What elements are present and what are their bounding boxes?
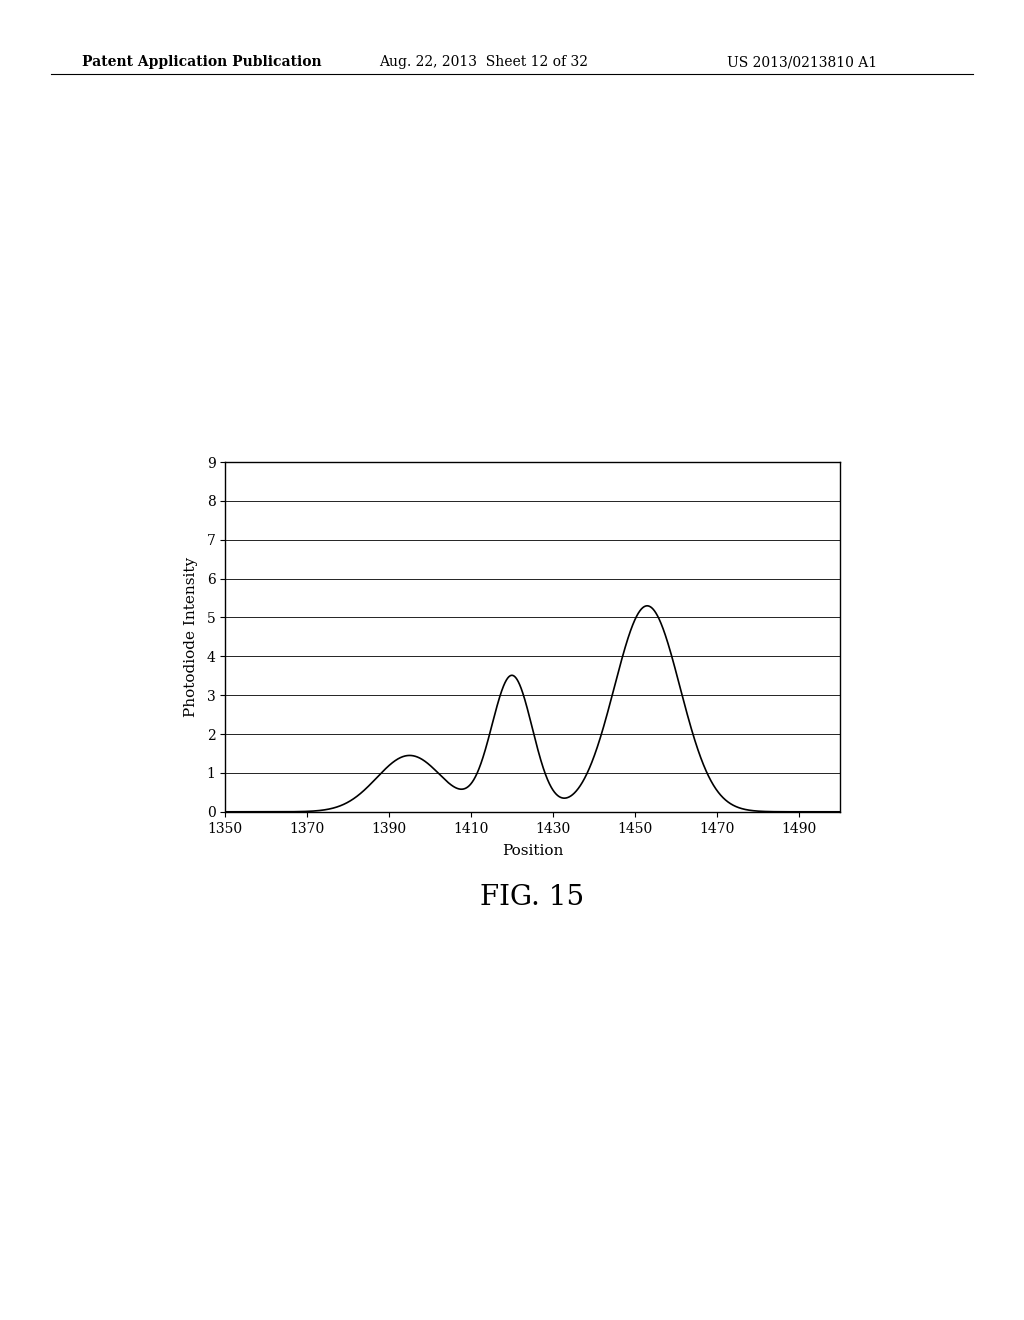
- Text: Patent Application Publication: Patent Application Publication: [82, 55, 322, 70]
- Text: FIG. 15: FIG. 15: [480, 884, 585, 911]
- Y-axis label: Photodiode Intensity: Photodiode Intensity: [184, 557, 199, 717]
- Text: Aug. 22, 2013  Sheet 12 of 32: Aug. 22, 2013 Sheet 12 of 32: [379, 55, 588, 70]
- X-axis label: Position: Position: [502, 843, 563, 858]
- Text: US 2013/0213810 A1: US 2013/0213810 A1: [727, 55, 878, 70]
